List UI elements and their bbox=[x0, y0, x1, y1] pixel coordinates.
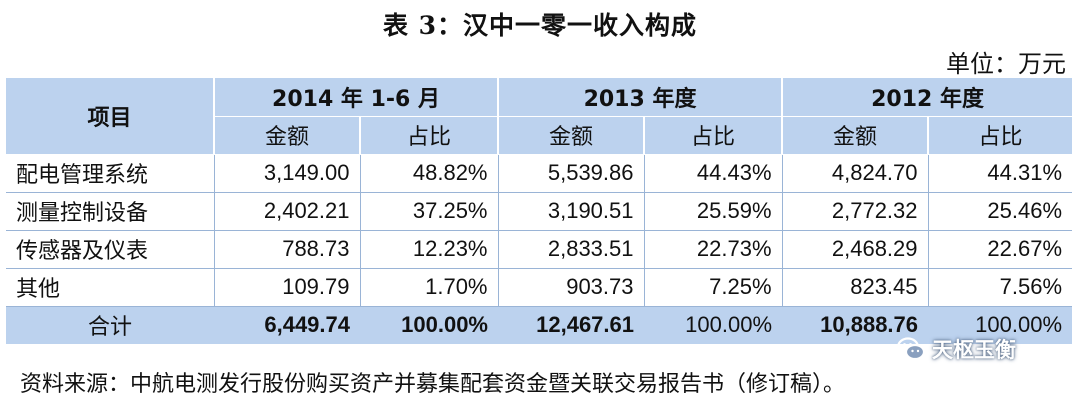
share-subheader: 占比 bbox=[360, 116, 499, 155]
share-subheader: 占比 bbox=[928, 116, 1073, 155]
cell-value: 44.43% bbox=[643, 154, 783, 193]
source-note: 资料来源：中航电测发行股份购买资产并募集配套资金暨关联交易报告书（修订稿）。 bbox=[20, 372, 846, 397]
row-item: 配电管理系统 bbox=[6, 154, 214, 193]
cell-value: 44.31% bbox=[927, 154, 1073, 193]
cell-value: 12.23% bbox=[359, 230, 498, 269]
cell-value: 7.25% bbox=[643, 268, 783, 307]
amount-subheader: 金额 bbox=[498, 116, 645, 155]
cell-value: 2,468.29 bbox=[781, 230, 929, 269]
cell-value: 903.73 bbox=[497, 268, 644, 307]
watermark: 天枢玉衡 bbox=[896, 334, 1016, 364]
share-subheader: 占比 bbox=[644, 116, 784, 155]
cell-value: 48.82% bbox=[359, 154, 498, 193]
cell-value: 2,772.32 bbox=[781, 192, 929, 231]
cell-value: 3,149.00 bbox=[213, 154, 360, 193]
row-item: 传感器及仪表 bbox=[6, 230, 214, 269]
total-row: 合计 6,449.74 100.00% 12,467.61 100.00% 10… bbox=[6, 306, 1073, 344]
wechat-icon bbox=[896, 337, 926, 361]
cell-value: 7.56% bbox=[927, 268, 1073, 307]
total-value: 100.00% bbox=[928, 306, 1073, 344]
cell-value: 2,833.51 bbox=[497, 230, 644, 269]
total-value: 12,467.61 bbox=[498, 306, 644, 344]
cell-value: 25.46% bbox=[927, 192, 1073, 231]
cell-value: 823.45 bbox=[781, 268, 929, 307]
table-row: 其他 109.79 1.70% 903.73 7.25% 823.45 7.56… bbox=[6, 268, 1073, 307]
period-header: 2013 年度 bbox=[498, 78, 784, 117]
cell-value: 1.70% bbox=[359, 268, 498, 307]
period-header: 2014 年 1-6 月 bbox=[214, 78, 499, 117]
total-value: 6,449.74 bbox=[214, 306, 360, 344]
item-header: 项目 bbox=[6, 78, 215, 155]
table-title: 表 3：汉中一零一收入构成 bbox=[382, 11, 698, 40]
watermark-text: 天枢玉衡 bbox=[932, 338, 1016, 362]
amount-subheader: 金额 bbox=[214, 116, 361, 155]
unit-label: 单位：万元 bbox=[946, 50, 1066, 78]
row-item: 测量控制设备 bbox=[6, 192, 214, 231]
cell-value: 109.79 bbox=[213, 268, 360, 307]
total-value: 100.00% bbox=[360, 306, 498, 344]
cell-value: 5,539.86 bbox=[497, 154, 644, 193]
cell-value: 25.59% bbox=[643, 192, 783, 231]
total-value: 10,888.76 bbox=[782, 306, 929, 344]
table-row: 配电管理系统 3,149.00 48.82% 5,539.86 44.43% 4… bbox=[6, 154, 1073, 193]
cell-value: 3,190.51 bbox=[497, 192, 644, 231]
cell-value: 22.67% bbox=[927, 230, 1073, 269]
cell-value: 22.73% bbox=[643, 230, 783, 269]
amount-subheader: 金额 bbox=[782, 116, 930, 155]
cell-value: 37.25% bbox=[359, 192, 498, 231]
total-label: 合计 bbox=[6, 306, 214, 344]
cell-value: 4,824.70 bbox=[781, 154, 929, 193]
period-header: 2012 年度 bbox=[782, 78, 1073, 117]
cell-value: 788.73 bbox=[213, 230, 360, 269]
total-value: 100.00% bbox=[644, 306, 783, 344]
table-row: 测量控制设备 2,402.21 37.25% 3,190.51 25.59% 2… bbox=[6, 192, 1073, 231]
revenue-table: 项目 2014 年 1-6 月 2013 年度 2012 年度 金额 占比 金额… bbox=[6, 78, 1073, 344]
table-row: 传感器及仪表 788.73 12.23% 2,833.51 22.73% 2,4… bbox=[6, 230, 1073, 269]
row-item: 其他 bbox=[6, 268, 214, 307]
cell-value: 2,402.21 bbox=[213, 192, 360, 231]
